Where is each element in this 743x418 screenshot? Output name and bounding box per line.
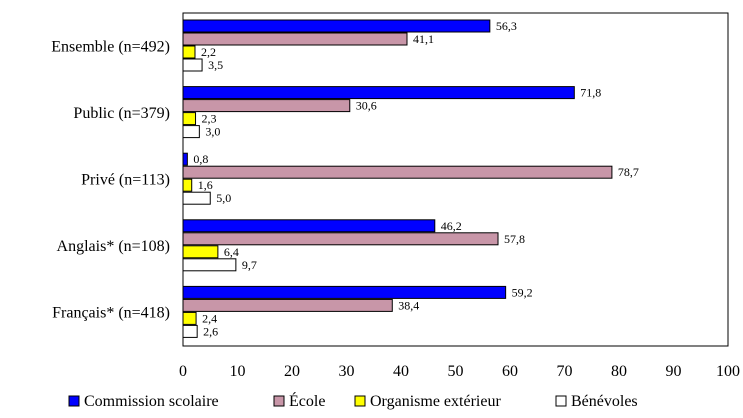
x-tick-label: 70 <box>557 363 573 380</box>
bar <box>182 112 197 126</box>
data-label: 2,3 <box>202 112 217 126</box>
data-label: 41,1 <box>413 32 434 46</box>
category-label: Public (n=379) <box>73 105 170 122</box>
data-label: 46,2 <box>441 219 462 233</box>
category-label: Anglais* (n=108) <box>57 238 170 255</box>
data-label: 2,2 <box>201 45 216 59</box>
x-tick-label: 40 <box>393 363 409 380</box>
data-label: 78,7 <box>618 165 639 179</box>
bar <box>182 152 188 166</box>
data-label: 71,8 <box>580 86 601 100</box>
legend-label: École <box>289 391 325 410</box>
x-tick-label: 10 <box>230 363 246 380</box>
data-label: 38,4 <box>398 298 419 312</box>
x-tick-label: 50 <box>448 363 464 380</box>
legend-swatch <box>555 395 567 407</box>
legend-label: Commission scolaire <box>84 393 219 410</box>
data-label: 57,8 <box>504 232 525 246</box>
bar <box>182 32 408 46</box>
x-tick-label: 20 <box>284 363 300 380</box>
bar <box>182 285 507 299</box>
x-tick-label: 90 <box>666 363 682 380</box>
bar <box>182 125 200 139</box>
x-tick-label: 60 <box>502 363 518 380</box>
legend-label: Bénévoles <box>571 393 638 410</box>
legend-swatch <box>273 395 285 407</box>
bar <box>182 45 196 59</box>
bar <box>182 165 613 179</box>
bar <box>182 324 198 338</box>
data-label: 1,6 <box>198 178 213 192</box>
data-label: 2,6 <box>203 324 218 338</box>
bar <box>182 311 197 325</box>
data-label: 3,0 <box>205 125 220 139</box>
category-label: Ensemble (n=492) <box>51 38 170 55</box>
x-tick-label: 80 <box>611 363 627 380</box>
legend-label: Organisme extérieur <box>370 393 501 410</box>
data-label: 56,3 <box>496 19 517 33</box>
bar <box>182 19 491 33</box>
bar <box>182 86 575 100</box>
bar <box>182 178 193 192</box>
bar <box>182 99 351 113</box>
data-label: 6,4 <box>224 245 239 259</box>
bar <box>182 232 499 246</box>
legend-swatch <box>354 395 366 407</box>
data-label: 9,7 <box>242 258 257 272</box>
bar <box>182 258 237 272</box>
data-label: 0,8 <box>193 152 208 166</box>
data-label: 3,5 <box>208 58 223 72</box>
bar <box>182 245 219 259</box>
data-label: 5,0 <box>216 191 231 205</box>
x-tick-label: 30 <box>339 363 355 380</box>
bar <box>182 58 203 72</box>
legend-swatch <box>68 395 80 407</box>
bar <box>182 191 211 205</box>
x-tick-label: 0 <box>179 363 187 380</box>
bar <box>182 219 436 233</box>
data-label: 2,4 <box>202 311 217 325</box>
data-label: 30,6 <box>356 99 377 113</box>
legend: Commission scolaire École Organisme extéri… <box>68 391 638 410</box>
x-tick-label: 100 <box>716 363 740 380</box>
bar <box>182 298 393 312</box>
category-label: Français* (n=418) <box>52 305 170 322</box>
category-label: Privé (n=113) <box>81 172 170 189</box>
data-label: 59,2 <box>512 285 533 299</box>
